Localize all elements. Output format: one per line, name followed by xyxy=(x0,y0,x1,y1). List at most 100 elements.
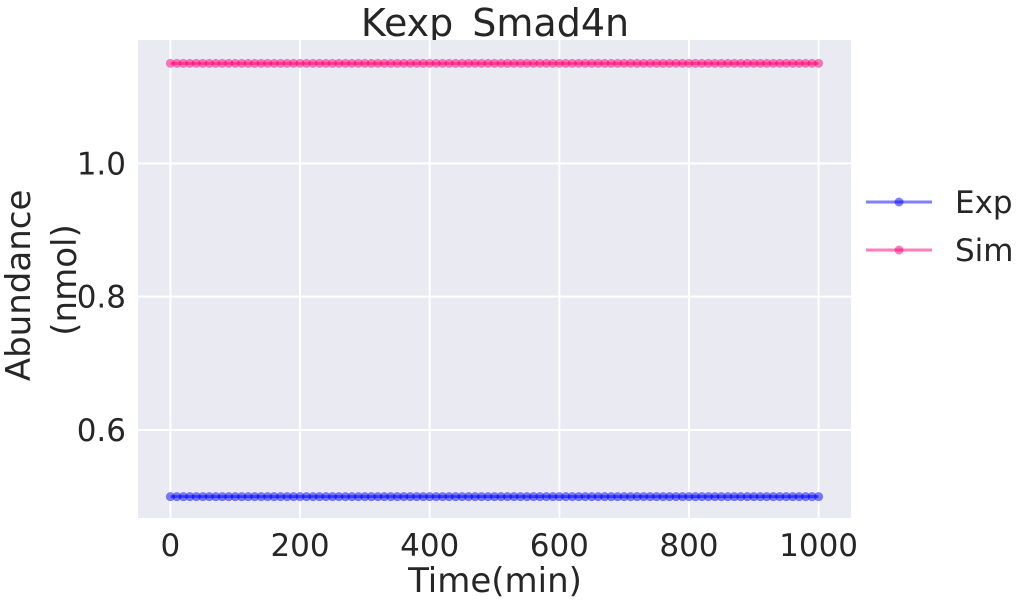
data-point xyxy=(327,492,337,502)
data-point xyxy=(606,492,616,502)
series-exp xyxy=(165,492,824,502)
data-point xyxy=(619,58,629,68)
data-point xyxy=(716,492,726,502)
data-point xyxy=(580,492,590,502)
data-point xyxy=(762,58,772,68)
legend-label: Exp xyxy=(955,185,1013,221)
data-point xyxy=(185,492,195,502)
data-point xyxy=(302,492,312,502)
data-point xyxy=(373,492,383,502)
data-point xyxy=(282,58,292,68)
data-point xyxy=(464,492,474,502)
data-point xyxy=(451,58,461,68)
data-point xyxy=(587,492,597,502)
data-point xyxy=(172,58,182,68)
x-tick-label: 600 xyxy=(530,528,589,564)
data-point xyxy=(697,492,707,502)
data-point xyxy=(528,492,538,502)
data-point xyxy=(340,58,350,68)
data-point xyxy=(665,58,675,68)
data-point xyxy=(775,58,785,68)
data-point xyxy=(165,58,175,68)
data-point xyxy=(392,58,402,68)
data-point xyxy=(788,58,798,68)
data-point xyxy=(567,492,577,502)
data-point xyxy=(652,58,662,68)
data-point xyxy=(788,492,798,502)
data-point xyxy=(613,58,623,68)
data-point xyxy=(522,58,532,68)
data-point xyxy=(289,492,299,502)
data-point xyxy=(451,492,461,502)
data-point xyxy=(250,58,260,68)
data-point xyxy=(431,58,441,68)
data-point xyxy=(626,492,636,502)
data-point xyxy=(496,58,506,68)
data-point xyxy=(256,492,266,502)
data-point xyxy=(710,58,720,68)
data-point xyxy=(405,58,415,68)
data-point xyxy=(425,492,435,502)
data-point xyxy=(775,492,785,502)
x-tick-label: 400 xyxy=(400,528,459,564)
data-point xyxy=(522,492,532,502)
x-tick-label: 0 xyxy=(161,528,181,564)
data-point xyxy=(483,58,493,68)
data-point xyxy=(794,492,804,502)
data-point xyxy=(470,492,480,502)
data-point xyxy=(464,58,474,68)
data-point xyxy=(587,58,597,68)
data-point xyxy=(263,492,273,502)
data-point xyxy=(165,492,175,502)
data-point xyxy=(626,58,636,68)
data-point xyxy=(690,58,700,68)
legend-label: Sim xyxy=(955,233,1014,269)
data-point xyxy=(639,492,649,502)
data-point xyxy=(327,58,337,68)
data-point xyxy=(807,58,817,68)
data-point xyxy=(697,58,707,68)
data-point xyxy=(347,492,357,502)
data-point xyxy=(535,492,545,502)
data-point xyxy=(243,58,253,68)
data-point xyxy=(217,492,227,502)
data-point xyxy=(438,58,448,68)
data-point xyxy=(444,492,454,502)
data-point xyxy=(515,492,525,502)
legend-item-sim: Sim xyxy=(866,233,1014,269)
data-point xyxy=(457,492,467,502)
data-point xyxy=(528,58,538,68)
data-point xyxy=(768,492,778,502)
data-point xyxy=(360,58,370,68)
data-point xyxy=(658,492,668,502)
data-point xyxy=(671,58,681,68)
data-point xyxy=(204,58,214,68)
data-point xyxy=(554,492,564,502)
grid xyxy=(138,40,851,518)
data-point xyxy=(561,58,571,68)
data-point xyxy=(198,492,208,502)
data-point xyxy=(379,492,389,502)
data-point xyxy=(211,58,221,68)
data-point xyxy=(768,58,778,68)
y-axis-label: Abundance (nmol) xyxy=(0,179,85,381)
data-point xyxy=(230,492,240,502)
data-point xyxy=(593,492,603,502)
y-axis-label-line-1: Abundance xyxy=(0,190,39,382)
data-point xyxy=(710,492,720,502)
data-point xyxy=(580,58,590,68)
chart-title: Kexp_Smad4n xyxy=(361,1,629,45)
y-tick-label: 1.0 xyxy=(77,146,126,182)
data-point xyxy=(334,58,344,68)
y-axis-label-line-2: (nmol) xyxy=(45,224,85,335)
data-point xyxy=(703,492,713,502)
data-point xyxy=(814,492,824,502)
y-tick-label: 0.6 xyxy=(77,413,126,449)
data-point xyxy=(282,492,292,502)
data-point xyxy=(677,58,687,68)
data-point xyxy=(366,492,376,502)
data-point xyxy=(729,492,739,502)
data-point xyxy=(716,58,726,68)
data-point xyxy=(237,492,247,502)
